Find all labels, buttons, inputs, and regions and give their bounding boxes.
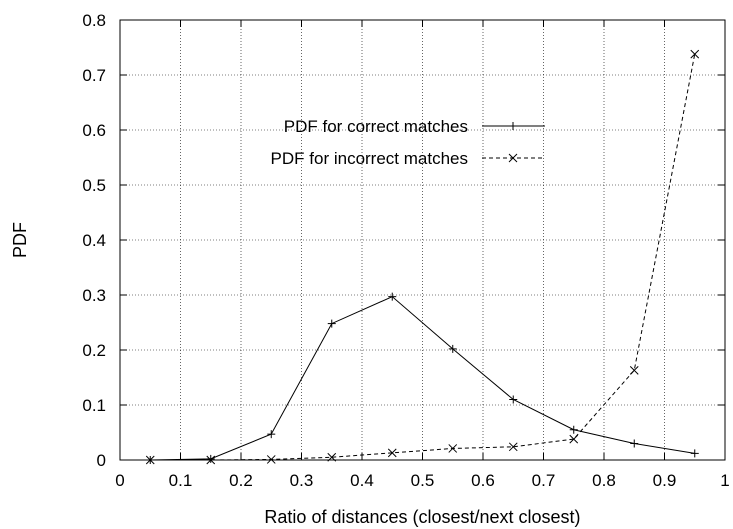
x-tick-label: 0 (115, 471, 124, 490)
data-point (569, 425, 578, 434)
x-tick-labels: 0 0.1 0.2 0.3 0.4 0.5 0.6 0.7 0.8 0.9 1 (115, 471, 729, 490)
legend-label: PDF for correct matches (284, 117, 468, 136)
y-tick-label: 0.4 (82, 231, 106, 250)
y-tick-label: 0.7 (82, 66, 106, 85)
x-tick-label: 0.1 (169, 471, 193, 490)
y-tick-label: 0.2 (82, 341, 106, 360)
data-point (266, 455, 276, 464)
data-point (509, 395, 518, 404)
data-point (630, 439, 639, 448)
y-axis-label: PDF (10, 222, 30, 258)
data-point (569, 434, 579, 444)
legend-marker (508, 153, 518, 163)
series-line (150, 54, 696, 461)
y-tick-label: 0.8 (82, 11, 106, 30)
data-point (388, 292, 397, 301)
data-point (690, 449, 699, 458)
data-point (690, 49, 700, 59)
x-tick-label: 1 (720, 471, 729, 490)
grid-lines (120, 20, 725, 460)
data-point (387, 448, 397, 458)
legend-marker (509, 122, 517, 130)
y-tick-label: 0.3 (82, 286, 106, 305)
data-point (629, 365, 639, 375)
x-tick-label: 0.2 (229, 471, 253, 490)
x-tick-label: 0.3 (290, 471, 314, 490)
y-tick-label: 0.1 (82, 396, 106, 415)
plot-frame (119, 19, 726, 461)
x-tick-label: 0.4 (350, 471, 374, 490)
data-point (206, 454, 215, 463)
legend: PDF for correct matches PDF for incorrect… (271, 117, 545, 168)
x-tick-label: 0.7 (532, 471, 556, 490)
data-point (267, 430, 276, 439)
y-tick-label: 0.6 (82, 121, 106, 140)
legend-entry: PDF for incorrect matches (271, 149, 545, 168)
x-tick-label: 0.9 (653, 471, 677, 490)
data-point (327, 319, 336, 328)
x-tick-label: 0.8 (592, 471, 616, 490)
y-tick-label: 0 (97, 451, 106, 470)
data-point (448, 344, 457, 353)
x-axis-label: Ratio of distances (closest/next closest… (264, 507, 580, 527)
legend-label: PDF for incorrect matches (271, 149, 468, 168)
y-tick-label: 0.5 (82, 176, 106, 195)
x-tick-label: 0.6 (471, 471, 495, 490)
data-point (448, 444, 458, 453)
x-tick-label: 0.5 (411, 471, 435, 490)
series-correct-matches (146, 292, 699, 464)
legend-entry: PDF for correct matches (284, 117, 545, 136)
series-line (150, 296, 695, 461)
data-point (508, 442, 518, 452)
y-tick-labels: 0 0.1 0.2 0.3 0.4 0.5 0.6 0.7 0.8 (82, 11, 106, 470)
